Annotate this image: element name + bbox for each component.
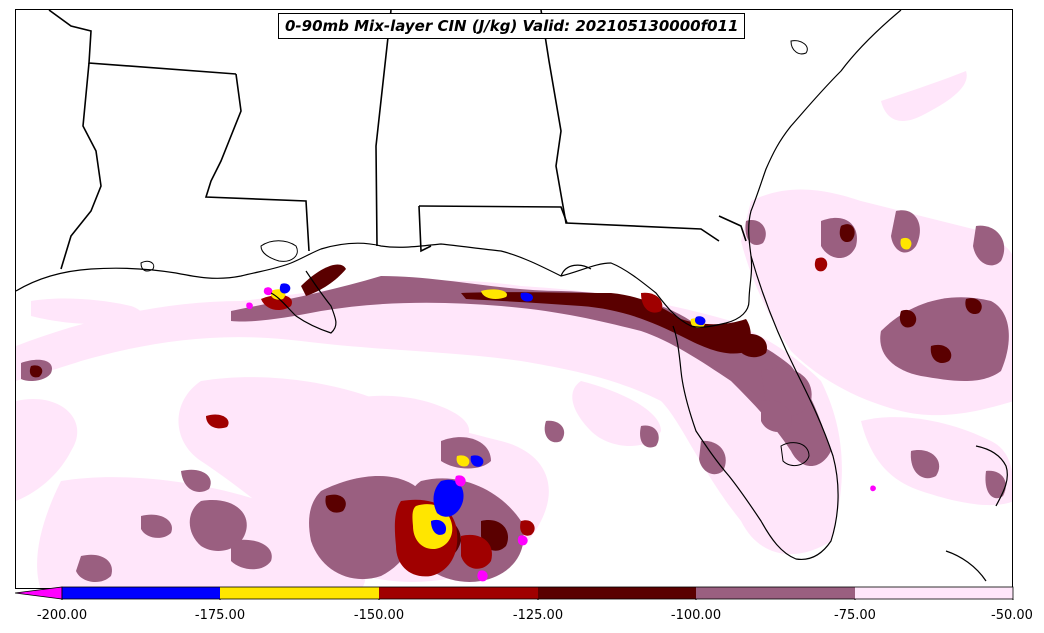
cin-band-magenta	[246, 287, 876, 582]
colorbar-under-triangle	[15, 586, 63, 600]
map-frame	[15, 9, 1013, 589]
state-borders	[48, 10, 747, 270]
colorbar-tick-label: -125.00	[512, 608, 564, 623]
cin-map	[16, 10, 1012, 588]
colorbar-ticks	[61, 599, 1014, 600]
colorbar-segment-3	[379, 587, 538, 599]
colorbar-tick-label: -50.00	[991, 608, 1033, 623]
colorbar-tick-label: -75.00	[834, 608, 876, 623]
colorbar-segment-1	[62, 587, 220, 599]
colorbar-segment-2	[220, 587, 379, 599]
cin-band-blue	[279, 283, 706, 535]
colorbar-segment-4	[538, 587, 696, 599]
colorbar-tick-label: -100.00	[670, 608, 722, 623]
colorbar-segment-5	[696, 587, 855, 599]
colorbar-tick-label: -150.00	[353, 608, 405, 623]
cin-band-light	[16, 71, 1012, 588]
lakes	[140, 40, 810, 467]
colorbar	[15, 586, 1014, 600]
coastlines	[16, 10, 1008, 582]
map-title: 0-90mb Mix-layer CIN (J/kg) Valid: 20210…	[278, 13, 746, 39]
colorbar-segment-6	[855, 587, 1013, 599]
colorbar-tick-label: -200.00	[36, 608, 88, 623]
colorbar-tick-label: -175.00	[194, 608, 246, 623]
